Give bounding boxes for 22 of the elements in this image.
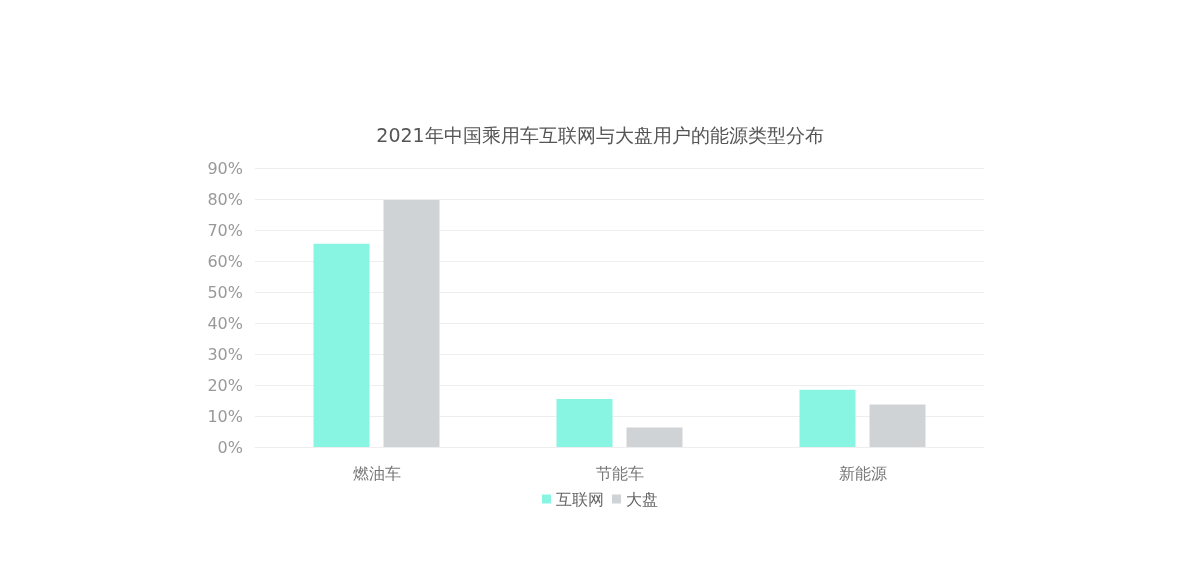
chart-title: 2021年中国乘用车互联网与大盘用户的能源类型分布 — [376, 123, 824, 146]
bar — [626, 427, 683, 447]
y-tick-label: 40% — [207, 313, 243, 333]
bar — [799, 389, 856, 447]
y-tick-label: 50% — [207, 282, 243, 302]
y-tick-label: 90% — [207, 158, 243, 178]
bar — [869, 404, 926, 447]
bar — [556, 398, 613, 447]
bar — [313, 243, 370, 447]
x-tick-label: 燃油车 — [352, 463, 401, 483]
y-tick-label: 60% — [207, 251, 243, 271]
y-tick-label: 30% — [207, 344, 243, 364]
bar — [383, 199, 440, 447]
y-tick-label: 80% — [207, 189, 243, 209]
legend-label: 大盘 — [626, 489, 658, 509]
y-tick-label: 20% — [207, 375, 243, 395]
y-tick-label: 0% — [217, 437, 243, 457]
legend-label: 互联网 — [556, 489, 604, 509]
y-tick-label: 70% — [207, 220, 243, 240]
x-tick-label: 新能源 — [838, 463, 887, 483]
y-tick-label: 10% — [207, 406, 243, 426]
x-tick-label: 节能车 — [595, 463, 644, 483]
